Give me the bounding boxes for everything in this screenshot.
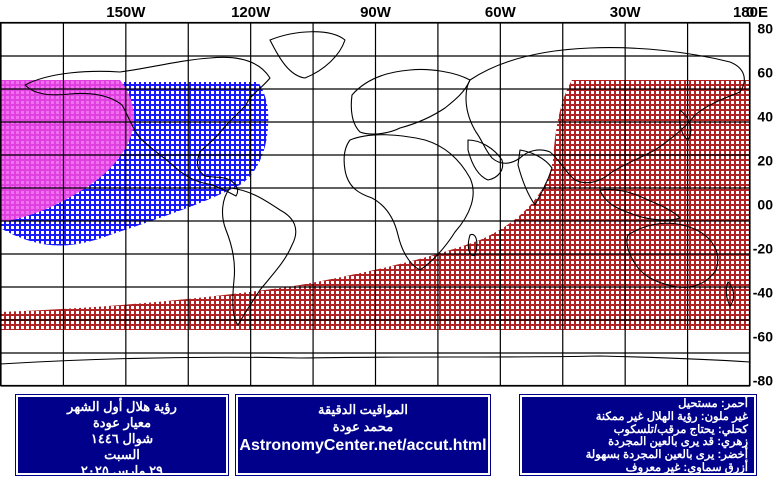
- longitude-label: 90W: [360, 4, 392, 21]
- longitude-label: 60W: [485, 4, 517, 21]
- longitude-label: 180E: [733, 4, 768, 21]
- title-line: رؤية هلال أول الشهر: [67, 399, 177, 414]
- author-line: محمد عودة: [332, 419, 394, 434]
- weekday-line: السبت: [104, 447, 140, 462]
- latitude-labels: 80 60 40 20 00 -20 -40 -60 -80: [753, 21, 773, 389]
- world-visibility-map: 150W120W90W60W30W030E60E90E120E150E180E …: [0, 4, 773, 389]
- legend-green: أخضر: يرى بالعين المجردة بسهولة: [585, 449, 748, 462]
- legend-uncolored: غير ملون: رؤية الهلال غير ممكنة: [595, 410, 748, 423]
- zone-pink: [0, 80, 135, 222]
- criterion-line: معيار عودة: [92, 415, 152, 430]
- info-box-month: رؤية هلال أول الشهر معيار عودة شوال ١٤٤٦…: [15, 394, 229, 478]
- latitude-label: -20: [753, 241, 773, 257]
- legend-red: أحمر: مستحيل: [678, 398, 748, 410]
- longitude-label: 120W: [231, 4, 271, 21]
- latitude-label: -60: [753, 329, 773, 345]
- latitude-label: 40: [757, 109, 773, 125]
- info-box-credits: المواقيت الدقيقة محمد عودة AstronomyCent…: [235, 394, 491, 476]
- longitude-label: 150W: [106, 4, 146, 21]
- latitude-label: -40: [753, 285, 773, 301]
- legend-navy: كحلي: يحتاج مرقب/تلسكوب: [613, 423, 748, 436]
- longitude-label: 0: [746, 4, 754, 21]
- latitude-label: 80: [757, 21, 773, 37]
- legend-cyan: أزرق سماوي: غير معروف: [625, 461, 748, 474]
- timings-line: المواقيت الدقيقة: [317, 402, 408, 417]
- latitude-label: 60: [757, 65, 773, 81]
- latitude-label: 20: [757, 153, 773, 169]
- latitude-label: 00: [757, 197, 773, 213]
- longitude-labels: 150W120W90W60W30W030E60E90E120E150E180E: [106, 4, 768, 21]
- longitude-label: 30W: [610, 4, 642, 21]
- latitude-label: -80: [753, 373, 773, 389]
- legend-pink: زهري: قد يرى بالعين المجردة: [608, 436, 748, 449]
- map-frame: [0, 21, 751, 387]
- hijri-month-line: شوال ١٤٤٦: [90, 431, 154, 446]
- date-line: ٢٩ مارس ٢٠٢٥: [80, 463, 164, 478]
- legend-box: أحمر: مستحيل غير ملون: رؤية الهلال غير م…: [519, 394, 757, 476]
- website-link[interactable]: AstronomyCenter.net/accut.html: [239, 437, 487, 454]
